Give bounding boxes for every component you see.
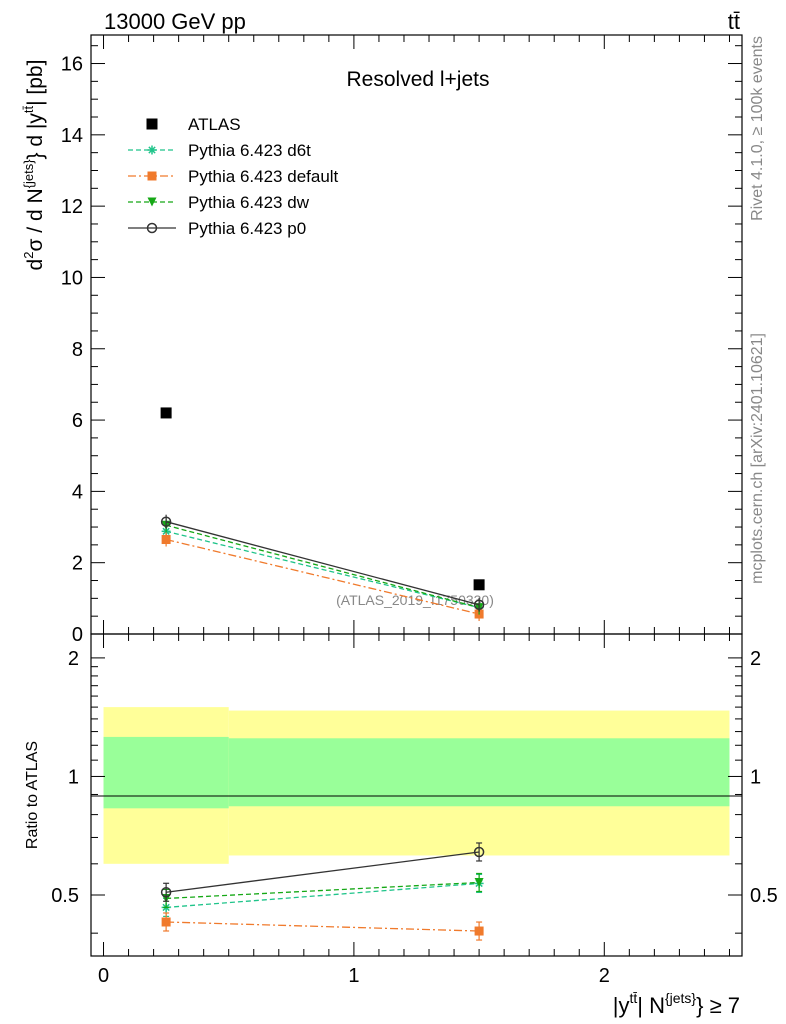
legend: ATLAS Pythia 6.423 d6t Pythia 6.423 defaul… (128, 115, 339, 238)
ratio-uncertainty-bands (103, 707, 730, 864)
legend-label: Pythia 6.423 p0 (188, 219, 306, 238)
data-point-square (147, 171, 157, 181)
ratio-series-pythia-6-423-dw (161, 872, 484, 909)
star-stroke (148, 146, 156, 154)
series-line (165, 521, 480, 606)
y-tick-label: 12 (61, 196, 83, 218)
ratio-y-tick-label-right: 0.5 (750, 885, 778, 907)
series-atlas (160, 407, 485, 591)
ratio-series-line (166, 881, 480, 900)
legend-label: Pythia 6.423 default (188, 167, 339, 186)
data-point-triangle (474, 877, 484, 887)
y-tick-label: 14 (61, 125, 83, 147)
y-axis-title: d2σ / d N{jets}} d |ytt̄| [pb] (21, 60, 47, 271)
y-tick-label: 10 (61, 267, 83, 289)
legend-entry: Pythia 6.423 dw (128, 193, 310, 212)
ratio-y-tick-label: 1 (68, 766, 79, 788)
data-point-star (147, 145, 157, 155)
y-tick-label: 2 (72, 553, 83, 575)
ratio-y-tick-label-right: 1 (750, 766, 761, 788)
y-tick-label: 8 (72, 339, 83, 361)
data-point-square (161, 535, 171, 545)
rivet-version-label: Rivet 4.1.0, ≥ 100k events (749, 36, 766, 221)
y-tick-label: 16 (61, 54, 83, 76)
ratio-series-line (166, 851, 480, 893)
series-line (165, 530, 480, 609)
series-pythia-6-423-p0 (160, 514, 485, 612)
ratio-y-axis-title: Ratio to ATLAS (24, 741, 41, 849)
ratio-series-line (166, 882, 480, 909)
ratio-series-pythia-6-423-default (161, 912, 484, 941)
main-panel: 0 2 4 6 8 10 12 14 16 Resolved l+jets (ATLAS_201… (21, 34, 743, 646)
legend-entry: Pythia 6.423 p0 (128, 219, 306, 238)
ratio-y-tick-label: 2 (68, 648, 79, 670)
series-line (165, 524, 480, 609)
x-tick-label: 2 (599, 965, 610, 987)
series-line (165, 538, 480, 615)
legend-entry: Pythia 6.423 default (128, 167, 339, 186)
data-point-triangle (147, 197, 157, 207)
data-point-circle (473, 846, 485, 858)
data-point-circle (473, 599, 485, 611)
legend-label: Pythia 6.423 dw (188, 193, 310, 212)
ratio-axis-ticks: 0.5 0.5 1 1 2 2 0 1 2 (51, 634, 778, 987)
process-label: tt̄ (728, 9, 740, 34)
x-tick-label: 1 (348, 965, 359, 987)
main-axis-ticks: 0 2 4 6 8 10 12 14 16 (61, 35, 742, 646)
data-point-square (474, 926, 484, 936)
data-point-square (473, 579, 485, 591)
data-point-circle (160, 887, 172, 898)
data-point-circle (160, 516, 172, 527)
analysis-watermark: (ATLAS_2019_I1750330) (336, 592, 494, 608)
uncertainty-band-bin (228, 738, 730, 807)
data-point-square (146, 118, 158, 130)
data-point-circle (146, 222, 158, 234)
legend-entry: Pythia 6.423 d6t (128, 141, 311, 160)
x-axis-title: |ytt̄| N{jets}} ≥ 7 (613, 990, 740, 1018)
legend-label: ATLAS (188, 115, 241, 134)
data-point-square (161, 917, 171, 927)
x-tick-label: 0 (98, 965, 109, 987)
ratio-y-tick-label: 0.5 (51, 885, 79, 907)
main-series-layer (160, 407, 485, 622)
y-tick-label: 0 (72, 624, 83, 646)
uncertainty-band-bin (103, 736, 229, 809)
data-point-square (160, 407, 172, 419)
legend-entry: ATLAS (146, 115, 241, 134)
energy-label: 13000 GeV pp (104, 9, 246, 34)
ratio-panel: 0.5 0.5 1 1 2 2 0 1 2 Ratio to ATLAS |ytt̄| N{je… (24, 633, 778, 1018)
y-tick-label: 4 (72, 481, 83, 503)
legend-label: Pythia 6.423 d6t (188, 141, 311, 160)
ratio-series-layer (160, 842, 485, 941)
ratio-series-line (166, 921, 480, 932)
ratio-frame (90, 633, 743, 957)
ratio-series-pythia-6-423-d6t (161, 873, 484, 918)
ratio-y-tick-label-right: 2 (750, 648, 761, 670)
plot-title: Resolved l+jets (347, 68, 490, 91)
mcplots-label: mcplots.cern.ch [arXiv:2401.10621] (749, 333, 766, 584)
y-tick-label: 6 (72, 410, 83, 432)
ratio-series-pythia-6-423-p0 (160, 842, 485, 902)
